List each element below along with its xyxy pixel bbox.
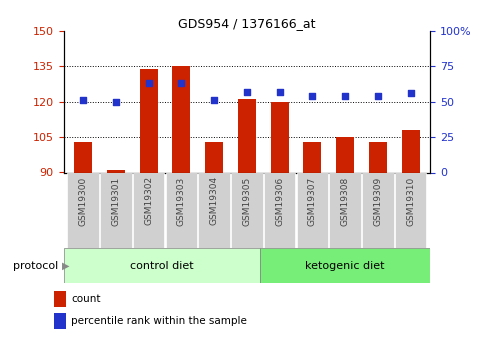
Text: ketogenic diet: ketogenic diet [305, 261, 384, 270]
Text: GSM19303: GSM19303 [177, 176, 185, 226]
FancyBboxPatch shape [231, 172, 262, 248]
Text: GSM19302: GSM19302 [144, 176, 153, 225]
FancyBboxPatch shape [394, 172, 426, 248]
Point [341, 93, 348, 99]
Text: GSM19300: GSM19300 [79, 176, 87, 226]
Text: percentile rank within the sample: percentile rank within the sample [71, 316, 247, 326]
Text: GSM19306: GSM19306 [275, 176, 284, 226]
Point [243, 89, 250, 95]
FancyBboxPatch shape [198, 172, 229, 248]
FancyBboxPatch shape [362, 172, 393, 248]
Point [177, 81, 185, 86]
Text: GSM19309: GSM19309 [373, 176, 382, 226]
Bar [303, 142, 321, 172]
Bar [54, 291, 65, 306]
FancyBboxPatch shape [100, 172, 131, 248]
Bar [140, 69, 158, 172]
Bar [401, 130, 419, 172]
Text: control diet: control diet [130, 261, 193, 270]
Bar [260, 248, 429, 283]
FancyBboxPatch shape [165, 172, 197, 248]
Text: GSM19301: GSM19301 [111, 176, 120, 226]
Point [144, 81, 152, 86]
FancyBboxPatch shape [264, 172, 295, 248]
Point [373, 93, 381, 99]
FancyBboxPatch shape [296, 172, 327, 248]
Bar [63, 248, 260, 283]
Point [112, 99, 120, 105]
Point [210, 98, 218, 103]
Text: GSM19305: GSM19305 [242, 176, 251, 226]
Text: protocol: protocol [13, 261, 59, 270]
Text: GSM19304: GSM19304 [209, 176, 218, 225]
FancyBboxPatch shape [133, 172, 164, 248]
Bar [54, 313, 65, 329]
FancyBboxPatch shape [329, 172, 360, 248]
Text: GSM19310: GSM19310 [406, 176, 414, 226]
Text: count: count [71, 294, 101, 304]
FancyBboxPatch shape [67, 172, 99, 248]
Text: ▶: ▶ [62, 261, 69, 270]
Bar [368, 142, 386, 172]
Bar [107, 170, 125, 172]
Point [406, 90, 414, 96]
Point [308, 93, 316, 99]
Bar [238, 99, 255, 172]
Text: GSM19308: GSM19308 [340, 176, 349, 226]
Bar [205, 142, 223, 172]
Title: GDS954 / 1376166_at: GDS954 / 1376166_at [178, 17, 315, 30]
Point [275, 89, 283, 95]
Text: GSM19307: GSM19307 [307, 176, 316, 226]
Bar [335, 137, 353, 172]
Bar [74, 142, 92, 172]
Bar [172, 66, 190, 172]
Bar [270, 102, 288, 172]
Point [79, 98, 87, 103]
